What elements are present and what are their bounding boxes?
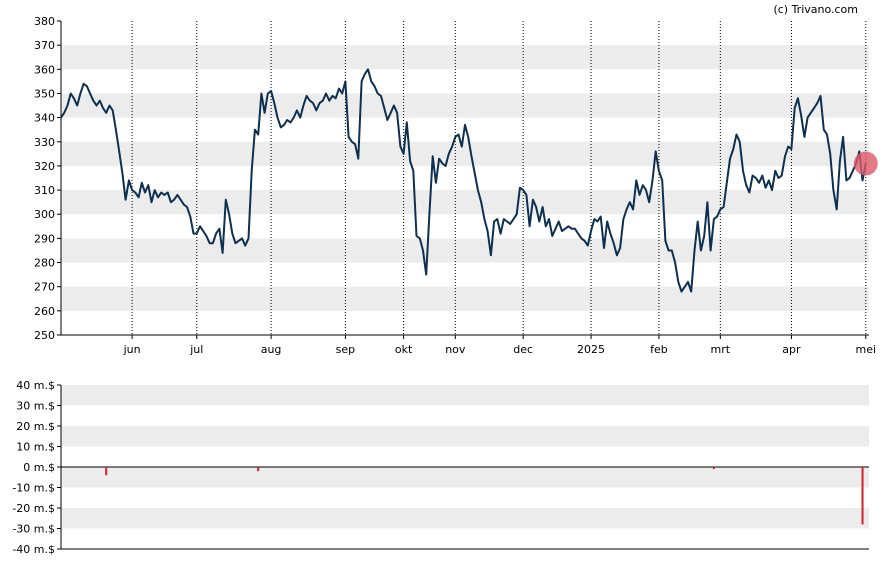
price-y-tick-label: 300 xyxy=(34,208,55,221)
flow-y-tick-label: 20 m.$ xyxy=(16,420,55,433)
price-y-tick-label: 250 xyxy=(34,329,55,342)
price-y-tick-label: 370 xyxy=(34,39,55,52)
price-y-tick-label: 260 xyxy=(34,305,55,318)
price-y-tick-label: 340 xyxy=(34,112,55,125)
price-x-tick-label: 2025 xyxy=(577,343,605,356)
price-x-tick-label: okt xyxy=(395,343,413,356)
flow-y-tick-label: 10 m.$ xyxy=(16,441,55,454)
price-y-tick-label: 310 xyxy=(34,184,55,197)
price-y-tick-label: 280 xyxy=(34,257,55,270)
flow-y-tick-label: 40 m.$ xyxy=(16,379,55,392)
price-x-tick-label: dec xyxy=(513,343,533,356)
price-series-line xyxy=(60,68,867,293)
flow-y-tick-label: 0 m.$ xyxy=(23,461,55,474)
flow-y-tick-label: -20 m.$ xyxy=(12,502,55,515)
price-y-tick-label: 330 xyxy=(34,136,55,149)
price-x-tick-label: nov xyxy=(445,343,466,356)
flow-grid-band xyxy=(61,508,869,529)
price-grid-band xyxy=(61,190,869,215)
price-x-tick-label: aug xyxy=(261,343,282,356)
flow-y-tick-label: -10 m.$ xyxy=(12,482,55,495)
price-y-tick-label: 350 xyxy=(34,87,55,100)
price-grid-band xyxy=(61,141,869,166)
price-y-tick-label: 380 xyxy=(34,15,55,28)
price-grid-band xyxy=(61,238,869,263)
price-y-tick-label: 320 xyxy=(34,160,55,173)
last-price-marker xyxy=(853,151,878,176)
flow-chart-panel: -40 m.$ -30 m.$ -20 m.$ -10 m.$ 0 m.$ 10 m.$ 2… xyxy=(12,379,869,556)
price-grid-band xyxy=(61,286,869,311)
flow-y-tick-label: -40 m.$ xyxy=(12,543,55,556)
flow-y-tick-label: -30 m.$ xyxy=(12,523,55,536)
price-y-tick-label: 360 xyxy=(34,63,55,76)
flow-grid-band xyxy=(61,426,869,447)
flow-grid-band xyxy=(61,467,869,488)
price-grid-band xyxy=(61,45,869,70)
price-y-tick-label: 270 xyxy=(34,281,55,294)
credit-label: (c) Trivano.com xyxy=(773,3,858,16)
price-y-tick-label: 290 xyxy=(34,232,55,245)
price-x-tick-label: jul xyxy=(189,343,203,356)
price-grid-band xyxy=(61,93,869,118)
price-x-tick-label: sep xyxy=(336,343,355,356)
price-chart-panel: jun jul aug sep okt nov dec 2025 feb mrt apr mei 250… xyxy=(34,15,878,356)
price-x-tick-label: feb xyxy=(650,343,668,356)
price-x-tick-label: apr xyxy=(782,343,801,356)
price-x-tick-label: jun xyxy=(123,343,141,356)
price-x-tick-label: mrt xyxy=(711,343,731,356)
flow-grid-band xyxy=(61,385,869,406)
price-x-tick-label: mei xyxy=(855,343,876,356)
flow-y-tick-label: 30 m.$ xyxy=(16,400,55,413)
